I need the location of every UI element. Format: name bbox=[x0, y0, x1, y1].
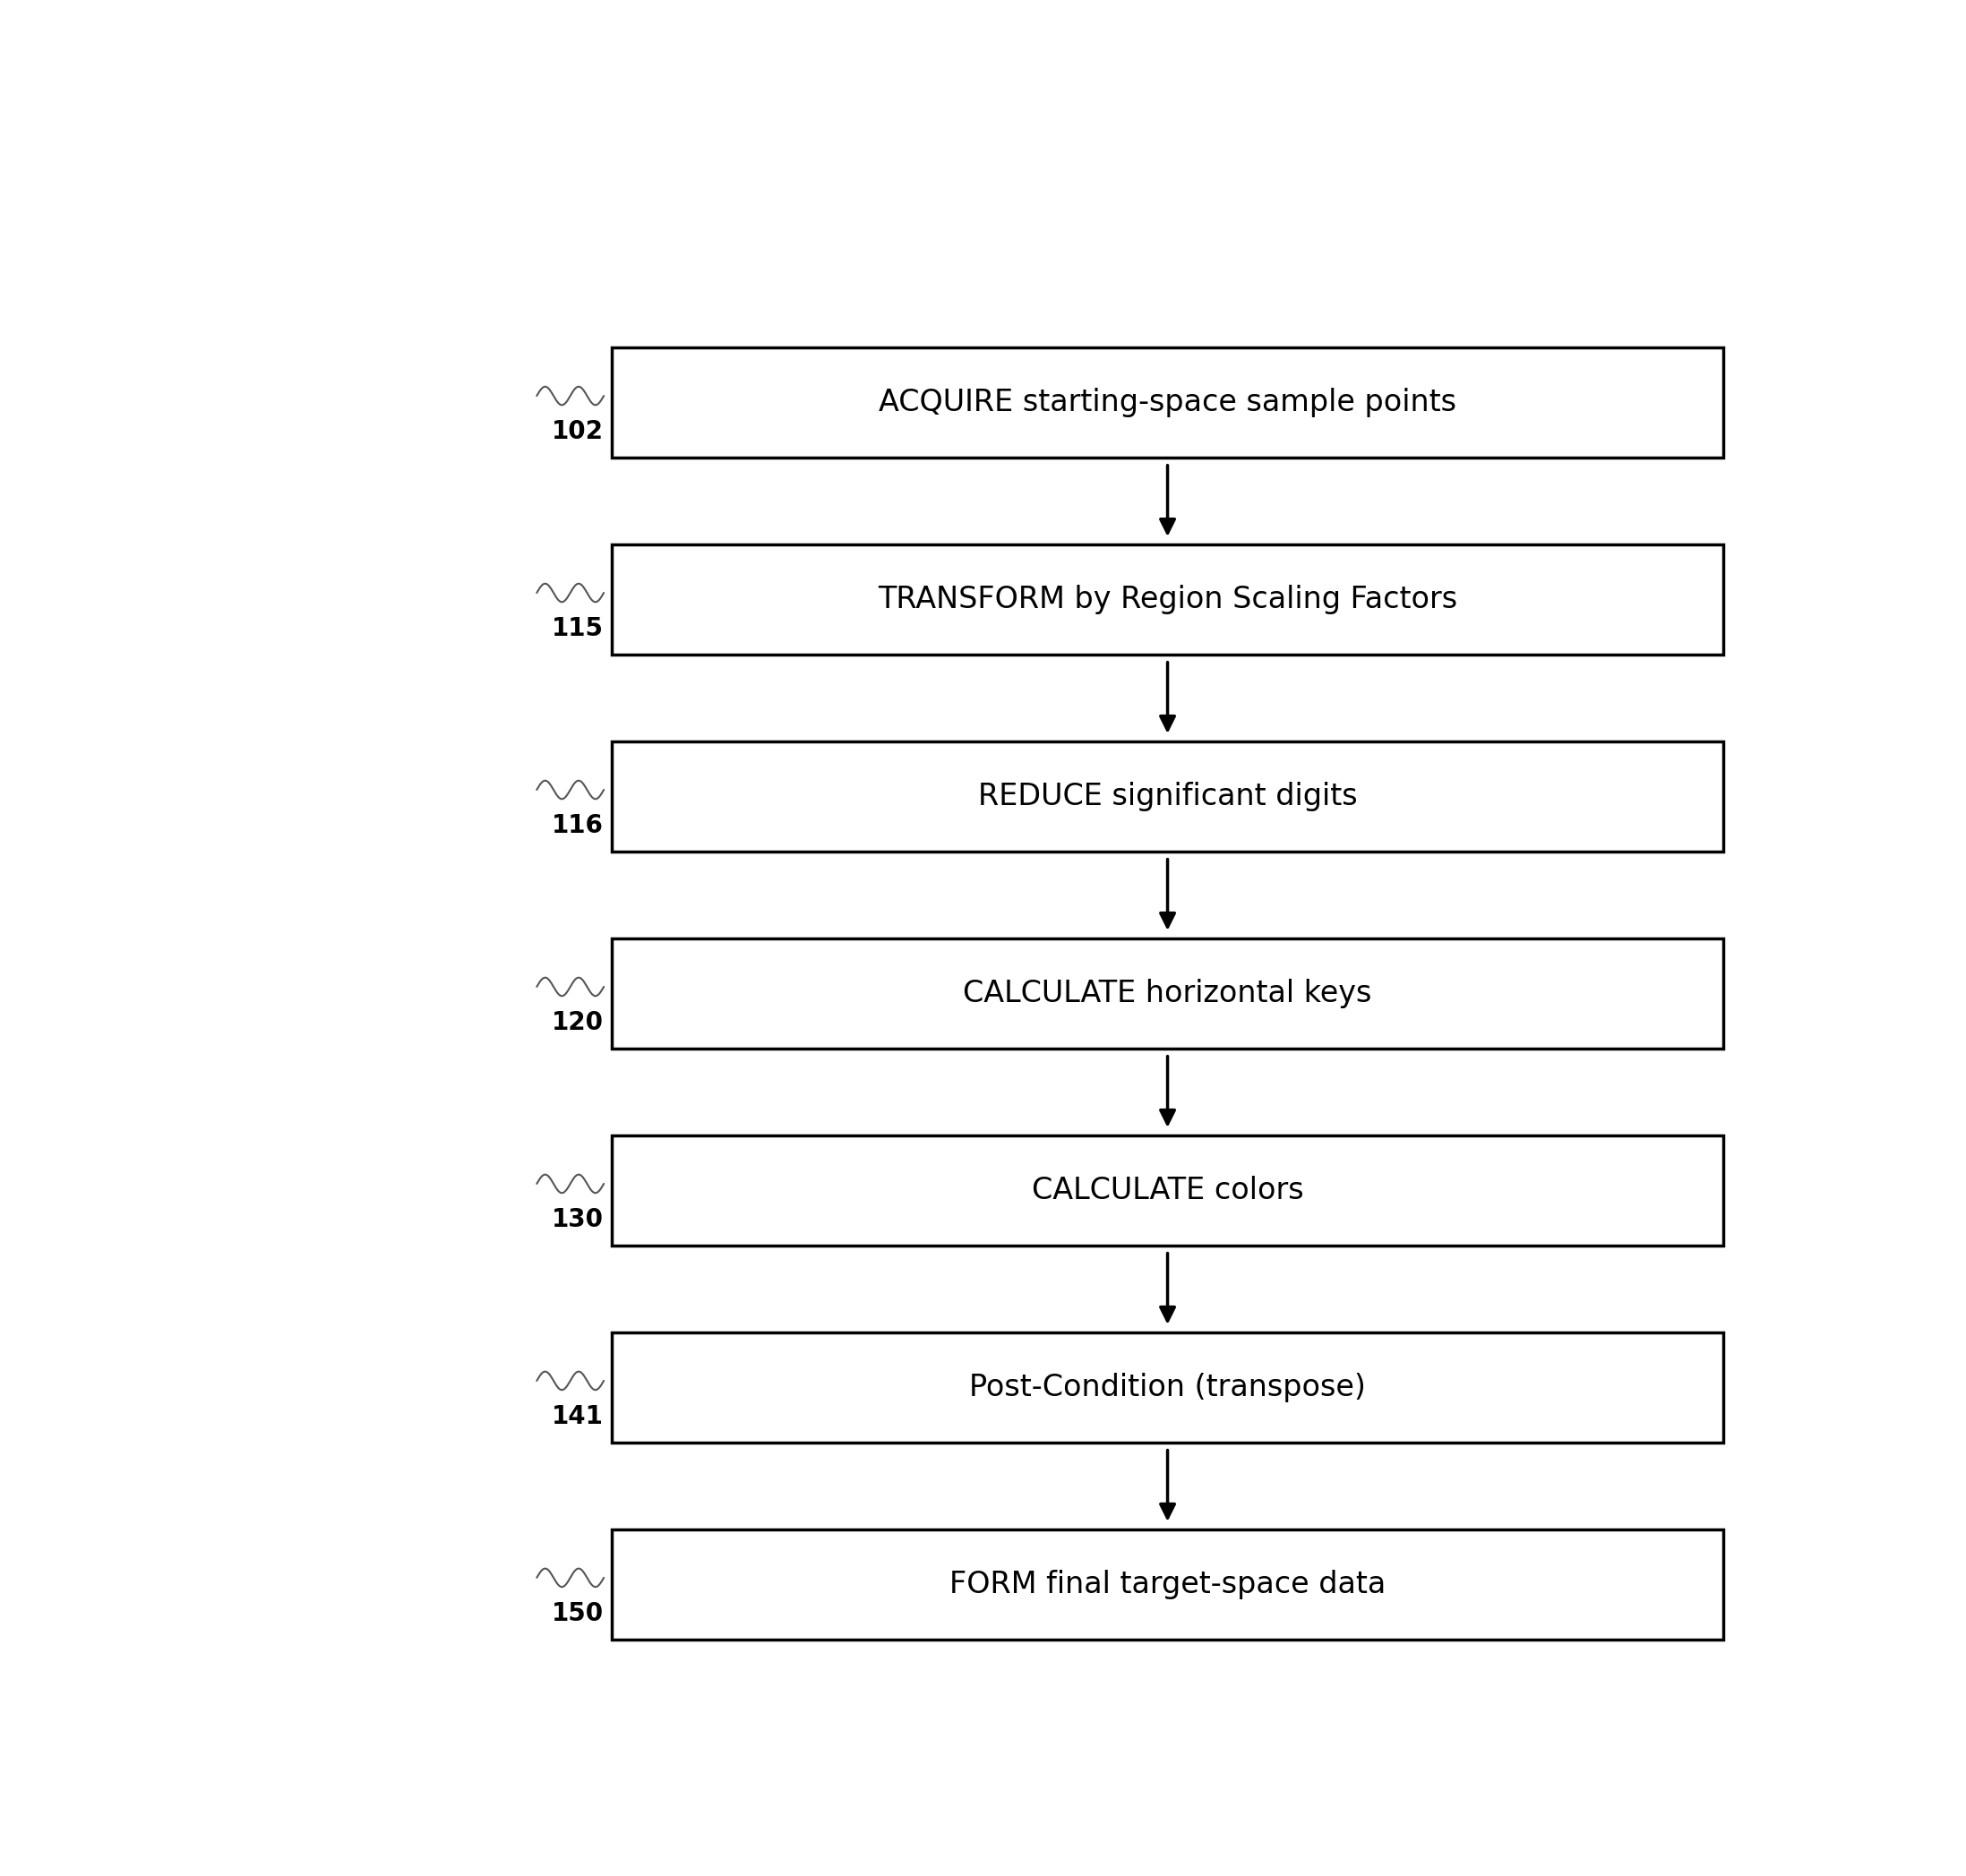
Text: 115: 115 bbox=[552, 617, 604, 642]
Bar bbox=[611, 1135, 1724, 1246]
Text: 130: 130 bbox=[552, 1208, 604, 1233]
Text: 102: 102 bbox=[552, 420, 604, 445]
Text: 141: 141 bbox=[552, 1405, 604, 1430]
Text: ACQUIRE starting-space sample points: ACQUIRE starting-space sample points bbox=[879, 388, 1457, 416]
Text: CALCULATE horizontal keys: CALCULATE horizontal keys bbox=[963, 979, 1372, 1007]
Bar bbox=[611, 347, 1724, 458]
Text: 150: 150 bbox=[552, 1602, 604, 1626]
Text: CALCULATE colors: CALCULATE colors bbox=[1032, 1176, 1303, 1204]
Text: 116: 116 bbox=[552, 814, 604, 839]
Bar bbox=[611, 1332, 1724, 1443]
Bar bbox=[611, 938, 1724, 1049]
Bar bbox=[611, 1529, 1724, 1640]
Text: Post-Condition (transpose): Post-Condition (transpose) bbox=[969, 1373, 1366, 1401]
Text: TRANSFORM by Region Scaling Factors: TRANSFORM by Region Scaling Factors bbox=[877, 585, 1457, 613]
Bar bbox=[611, 741, 1724, 852]
Text: FORM final target-space data: FORM final target-space data bbox=[950, 1570, 1386, 1598]
Text: 120: 120 bbox=[552, 1011, 604, 1036]
Bar bbox=[611, 544, 1724, 655]
Text: REDUCE significant digits: REDUCE significant digits bbox=[977, 782, 1357, 810]
